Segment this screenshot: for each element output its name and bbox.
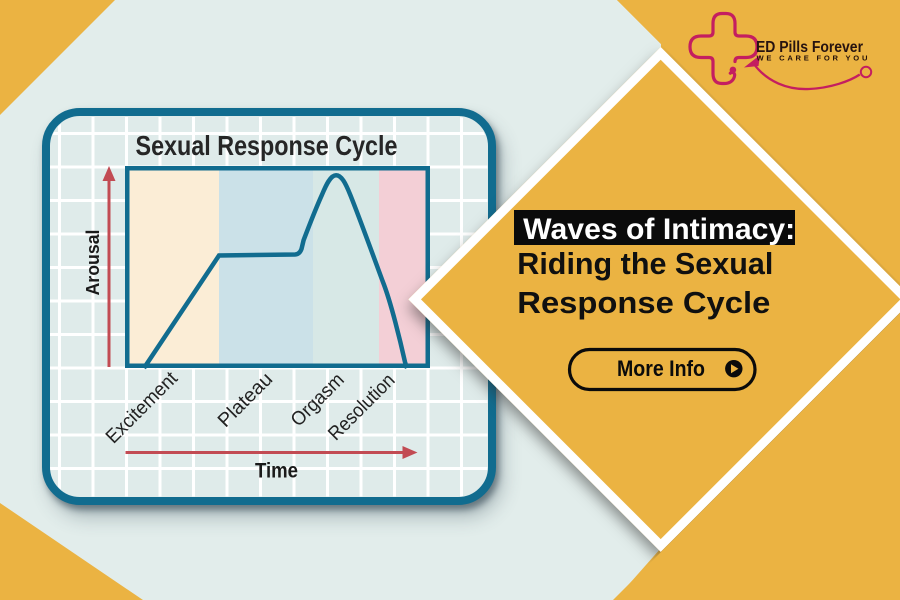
svg-text:Response Cycle: Response Cycle (517, 286, 770, 320)
svg-text:Time: Time (255, 460, 298, 483)
svg-text:Waves of Intimacy:: Waves of Intimacy: (523, 213, 795, 246)
svg-text:Sexual Response Cycle: Sexual Response Cycle (136, 130, 398, 161)
svg-text:Arousal: Arousal (83, 230, 103, 296)
svg-text:WE CARE FOR YOU: WE CARE FOR YOU (757, 54, 871, 63)
svg-text:ED Pills Forever: ED Pills Forever (756, 39, 863, 56)
svg-text:More Info: More Info (617, 356, 705, 381)
svg-text:Riding the Sexual: Riding the Sexual (517, 247, 773, 281)
